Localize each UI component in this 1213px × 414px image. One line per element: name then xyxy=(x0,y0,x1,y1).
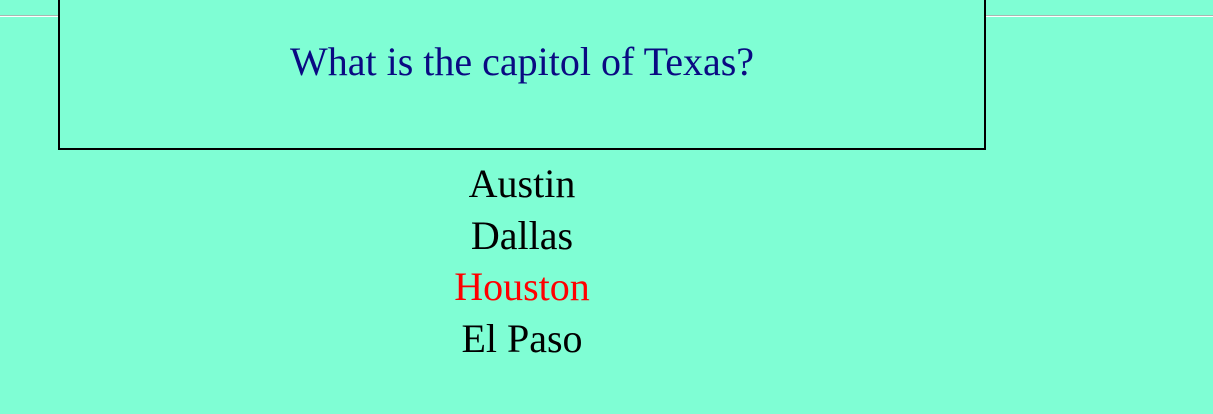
answer-option-houston[interactable]: Houston xyxy=(454,264,590,309)
question-box: What is the capitol of Texas? xyxy=(58,0,986,150)
answer-option-austin[interactable]: Austin xyxy=(468,161,576,206)
question-text: What is the capitol of Texas? xyxy=(289,39,755,84)
answer-list: Austin Dallas Houston El Paso xyxy=(0,158,1044,364)
answer-option-dallas[interactable]: Dallas xyxy=(470,212,574,258)
answer-option-el-paso[interactable]: El Paso xyxy=(461,315,583,361)
